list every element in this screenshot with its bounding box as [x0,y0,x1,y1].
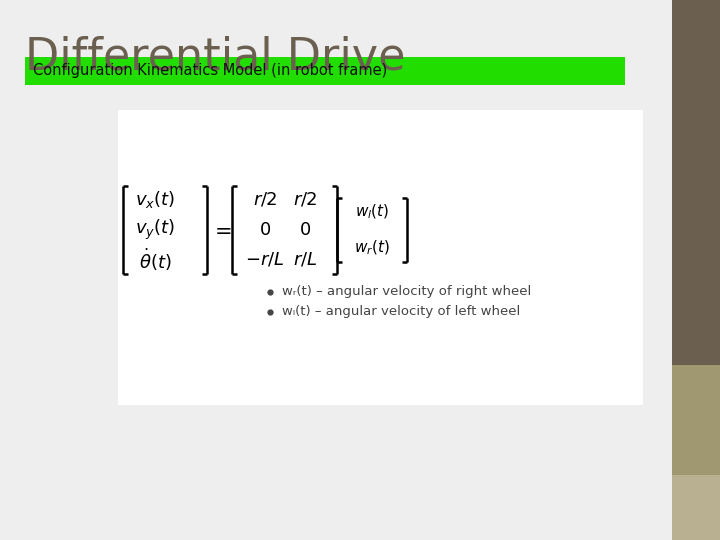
Text: wₗ(t) – angular velocity of left wheel: wₗ(t) – angular velocity of left wheel [282,306,521,319]
Text: $v_y(t)$: $v_y(t)$ [135,218,175,242]
Bar [118,110,643,405]
Text: Configuration Kinematics Model (in robot frame): Configuration Kinematics Model (in robot… [33,64,387,78]
Bar [672,0,720,430]
Text: $-r/L$: $-r/L$ [246,251,284,269]
Text: $=$: $=$ [210,220,232,240]
Text: $r/2$: $r/2$ [253,191,277,209]
Text: $r/L$: $r/L$ [293,251,318,269]
Text: $0$: $0$ [299,221,311,239]
Text: $\dot{\theta}(t)$: $\dot{\theta}(t)$ [139,247,171,273]
Text: Differential Drive: Differential Drive [25,35,405,78]
Bar [672,365,720,480]
Text: $w_l(t)$: $w_l(t)$ [355,203,390,221]
Text: $0$: $0$ [259,221,271,239]
Text: wᵣ(t) – angular velocity of right wheel: wᵣ(t) – angular velocity of right wheel [282,286,531,299]
Text: $r/2$: $r/2$ [293,191,318,209]
Text: $v_x(t)$: $v_x(t)$ [135,190,175,211]
Bar [25,57,625,85]
Text: $w_r(t)$: $w_r(t)$ [354,239,390,257]
Bar [672,475,720,540]
